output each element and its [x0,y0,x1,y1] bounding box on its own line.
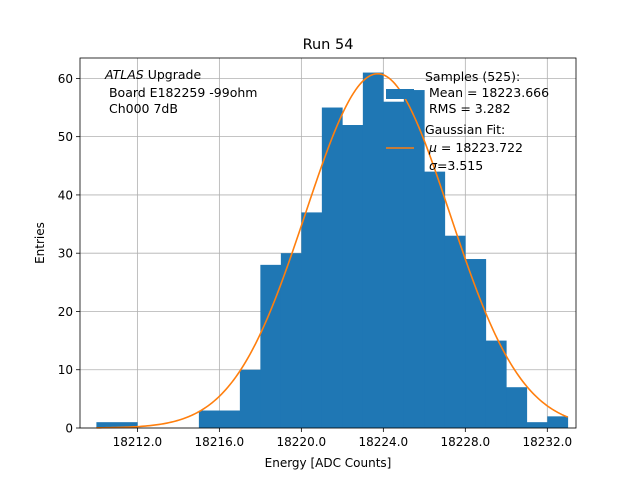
y-tick-label: 0 [65,422,73,436]
x-tick-label: 18228.0 [441,435,491,449]
legend-sigma-value: =3.515 [437,158,483,173]
legend-samples-header: Samples (525): [425,69,520,84]
y-tick-label: 60 [58,72,73,86]
histogram-bar [280,253,302,428]
histogram-bar [485,340,507,428]
legend-sigma-line: σ=3.515 [429,158,483,173]
channel-label: Ch000 7dB [105,101,178,116]
histogram-bar [424,171,446,428]
atlas-annotation: ATLAS Upgrade Board E182259 -99ohm Ch000… [104,67,257,116]
histogram-bar [321,107,343,428]
atlas-label-line: ATLAS Upgrade [104,67,201,82]
gaussian-fit-line [96,72,569,429]
histogram-bar [465,259,487,428]
y-tick-label: 10 [58,363,73,377]
legend-sigma-symbol: σ [429,158,438,173]
x-tick-label: 18220.0 [277,435,327,449]
histogram-bar [506,387,528,428]
histogram-bar [198,410,241,428]
legend-mean: Mean = 18223.666 [425,85,549,100]
histogram-bar [547,416,569,428]
x-tick-label: 18216.0 [195,435,245,449]
x-tick-label: 18212.0 [113,435,163,449]
board-label: Board E182259 -99ohm [105,85,257,100]
x-axis-label: Energy [ADC Counts] [265,456,392,470]
y-tick-label: 40 [58,188,73,202]
histogram-bar [526,422,548,428]
histogram-bar [362,72,384,429]
chart-title: Run 54 [303,37,354,53]
atlas-label: ATLAS [104,67,144,82]
histogram-bar [260,264,282,428]
x-axis-ticks: 18212.0 18216.0 18220.0 18224.0 18228.0 18232… [113,428,572,449]
histogram-bar [403,90,425,428]
histogram-bars [96,72,569,429]
x-tick-label: 18232.0 [522,435,572,449]
gaussian-fit-curve [96,72,569,429]
histogram-bar [96,422,138,428]
x-tick-label: 18224.0 [359,435,409,449]
y-tick-label: 30 [58,247,73,261]
y-tick-label: 20 [58,305,73,319]
legend-bar-swatch [386,89,414,99]
legend: Samples (525): Mean = 18223.666 RMS = 3.… [386,69,549,173]
histogram-bar [239,369,261,428]
legend-fit-header: Gaussian Fit: [425,122,505,137]
legend-mu-line: μ = 18223.722 [428,140,523,155]
legend-mu-symbol: μ [428,140,437,155]
histogram-bar [342,125,364,428]
plot-frame [79,57,577,429]
y-tick-label: 50 [58,130,73,144]
histogram-bar [301,212,323,428]
y-axis-ticks: 0 10 20 30 40 50 60 [58,72,80,436]
legend-rms: RMS = 3.282 [425,101,511,116]
y-axis-label: Entries [33,222,47,264]
legend-mu-value: = 18223.722 [437,140,523,155]
histogram-bar [444,235,466,428]
atlas-suffix: Upgrade [144,67,202,82]
histogram-bar [383,101,405,428]
